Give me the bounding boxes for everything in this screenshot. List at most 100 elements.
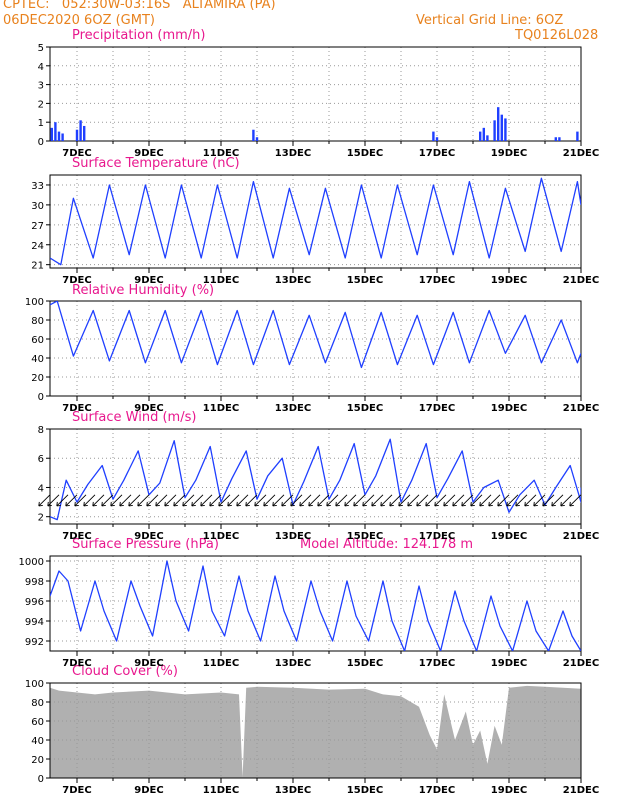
- x-tick-label: 15DEC: [347, 148, 383, 159]
- x-tick-label: 19DEC: [491, 148, 527, 159]
- wind-arrow-head: [146, 505, 151, 507]
- wind-arrow-head: [488, 505, 493, 507]
- x-tick-label: 21DEC: [563, 275, 599, 286]
- panel-frame-precipitation: [49, 46, 582, 142]
- precip-bar: [504, 118, 507, 141]
- x-tick-label: 13DEC: [275, 403, 311, 414]
- y-tick-label: 8: [38, 425, 44, 436]
- wind-arrow-head: [83, 505, 88, 507]
- wind-arrow: [227, 494, 240, 507]
- wind-arrow-head: [515, 501, 517, 507]
- wind-arrow-head: [101, 505, 106, 507]
- wind-arrow-head: [434, 501, 436, 507]
- x-tick-label: 11DEC: [203, 403, 239, 414]
- precip-bar: [482, 127, 485, 141]
- x-tick-label: 9DEC: [134, 658, 163, 669]
- wind-arrow-head: [101, 501, 103, 507]
- wind-arrow-head: [65, 505, 70, 507]
- y-tick-label: 100: [25, 679, 44, 690]
- wind-arrow-head: [299, 505, 304, 507]
- wind-arrow-head: [461, 505, 466, 507]
- wind-arrow: [551, 494, 564, 507]
- precip-bar: [479, 131, 482, 141]
- wind-arrow: [452, 494, 465, 507]
- wind-arrow-head: [137, 501, 139, 507]
- wind-arrow: [461, 494, 474, 507]
- wind-arrow-head: [254, 501, 256, 507]
- precip-bar: [435, 137, 439, 141]
- wind-arrow: [380, 494, 393, 507]
- x-tick-label: 13DEC: [275, 658, 311, 669]
- y-tick-label: 60: [31, 335, 44, 346]
- wind-arrow-head: [263, 501, 265, 507]
- wind-arrow-head: [110, 505, 115, 507]
- wind-arrow: [488, 494, 501, 507]
- y-tick-label: 996: [25, 597, 44, 608]
- x-tick-label: 21DEC: [563, 148, 599, 159]
- wind-arrow-head: [407, 501, 409, 507]
- y-tick-label: 2: [38, 99, 44, 110]
- wind-arrow: [56, 494, 69, 507]
- wind-arrow-head: [452, 505, 457, 507]
- x-tick-label: 19DEC: [491, 531, 527, 542]
- precip-bar: [54, 122, 57, 141]
- wind-arrow: [272, 494, 285, 507]
- wind-arrow-head: [128, 501, 130, 507]
- wind-arrow-head: [542, 505, 547, 507]
- wind-arrow: [65, 494, 78, 507]
- wind-arrow: [479, 494, 492, 507]
- wind-arrow-head: [443, 505, 448, 507]
- wind-arrow-head: [272, 505, 277, 507]
- wind-arrow-head: [308, 505, 313, 507]
- wind-arrow: [407, 494, 420, 507]
- wind-arrow: [173, 494, 186, 507]
- wind-arrow-head: [245, 505, 250, 507]
- x-tick-label: 15DEC: [347, 785, 383, 796]
- wind-arrow-head: [326, 505, 331, 507]
- x-tick-label: 11DEC: [203, 148, 239, 159]
- wind-arrow-head: [524, 501, 526, 507]
- wind-arrow-head: [263, 505, 268, 507]
- wind-arrow-head: [290, 501, 292, 507]
- wind-arrow: [38, 494, 51, 507]
- wind-arrow: [137, 494, 150, 507]
- x-tick-label: 7DEC: [62, 531, 91, 542]
- wind-arrow-head: [218, 501, 220, 507]
- x-tick-label: 21DEC: [563, 531, 599, 542]
- x-tick-label: 19DEC: [491, 403, 527, 414]
- wind-arrow-head: [281, 501, 283, 507]
- x-tick-label: 19DEC: [491, 275, 527, 286]
- series-line-temperature: [50, 177, 581, 266]
- wind-arrow: [389, 494, 402, 507]
- wind-arrow-head: [470, 501, 472, 507]
- x-tick-label: 19DEC: [491, 658, 527, 669]
- y-tick-label: 80: [31, 698, 44, 709]
- x-tick-label: 11DEC: [203, 275, 239, 286]
- wind-arrow: [344, 494, 357, 507]
- wind-arrow-head: [65, 501, 67, 507]
- wind-arrow-head: [317, 501, 319, 507]
- x-tick-label: 11DEC: [203, 658, 239, 669]
- precip-bar: [255, 137, 259, 141]
- x-tick-label: 11DEC: [203, 785, 239, 796]
- wind-arrow-head: [299, 501, 301, 507]
- panel-title-pressure: Surface Pressure (hPa): [72, 537, 219, 552]
- x-tick-label: 15DEC: [347, 531, 383, 542]
- x-tick-label: 21DEC: [563, 658, 599, 669]
- panel-title-temperature: Surface Temperature (nC): [72, 156, 240, 171]
- precip-bar: [432, 131, 435, 141]
- wind-arrow: [290, 494, 303, 507]
- wind-arrow: [83, 494, 96, 507]
- wind-arrow-head: [371, 505, 376, 507]
- precip-bar: [79, 120, 82, 141]
- series-line-humidity: [50, 301, 581, 369]
- wind-arrow-head: [236, 505, 241, 507]
- wind-arrow-head: [74, 505, 79, 507]
- precip-bar: [83, 125, 86, 141]
- model-altitude-annotation: Model Altitude: 124.178 m: [300, 537, 474, 552]
- wind-arrow-head: [335, 505, 340, 507]
- x-tick-label: 21DEC: [563, 785, 599, 796]
- wind-arrow-head: [308, 501, 310, 507]
- wind-arrow-head: [56, 505, 61, 507]
- wind-arrow-head: [74, 501, 76, 507]
